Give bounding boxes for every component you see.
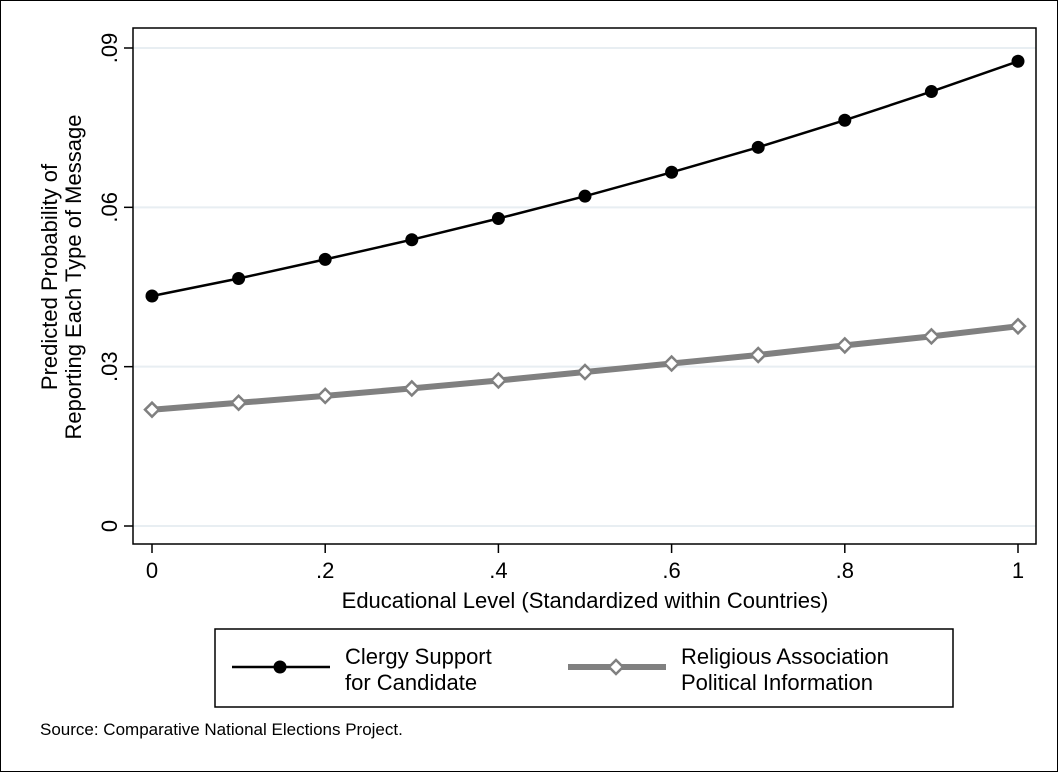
legend-label-clergy-line-2: for Candidate bbox=[345, 670, 477, 695]
source-note: Source: Comparative National Elections P… bbox=[40, 720, 403, 739]
series-1-point-9 bbox=[922, 327, 941, 346]
series-1-point-4 bbox=[489, 371, 508, 390]
x-tick-label-2: .4 bbox=[489, 558, 507, 583]
y-axis-label-line-2: Reporting Each Type of Message bbox=[61, 115, 86, 440]
y-tick-label-1: .03 bbox=[97, 351, 122, 382]
series-0-point-3 bbox=[405, 233, 419, 247]
series-1-point-2 bbox=[316, 387, 334, 405]
series-1-point-3 bbox=[403, 379, 421, 398]
y-axis-label: Predicted Probability of Reporting Each … bbox=[37, 115, 86, 440]
legend-label-clergy-line-1: Clergy Support bbox=[345, 644, 492, 669]
series-1-point-0 bbox=[143, 400, 161, 419]
x-ticks: 0 .2 .4 .6 .8 1 bbox=[146, 544, 1024, 583]
series-0-point-5 bbox=[578, 189, 592, 203]
axes bbox=[132, 27, 1037, 545]
series-1-point-7 bbox=[749, 346, 767, 364]
series-0-point-1 bbox=[232, 272, 246, 286]
x-tick-label-4: .8 bbox=[836, 558, 854, 583]
series-1-point-5 bbox=[576, 363, 594, 381]
series-0-point-9 bbox=[924, 85, 938, 99]
x-tick-label-3: .6 bbox=[662, 558, 680, 583]
x-tick-label-0: 0 bbox=[146, 558, 158, 583]
y-tick-label-2: .06 bbox=[97, 192, 122, 223]
series-1-point-8 bbox=[836, 336, 854, 355]
series-0-point-10 bbox=[1011, 54, 1025, 68]
series-0-point-6 bbox=[665, 165, 679, 179]
legend-label-religious-line-1: Religious Association bbox=[681, 644, 889, 669]
series-0-point-7 bbox=[751, 140, 765, 154]
legend: Clergy Support for Candidate Religious A… bbox=[214, 628, 954, 708]
plot-frame bbox=[132, 27, 1037, 545]
y-tick-label-0: 0 bbox=[97, 520, 122, 532]
series-group bbox=[143, 54, 1027, 419]
legend-swatch-marker-religious bbox=[607, 658, 625, 676]
series-1-point-6 bbox=[662, 354, 681, 373]
x-tick-label-5: 1 bbox=[1012, 558, 1024, 583]
series-0-point-8 bbox=[838, 113, 852, 127]
series-1-point-10 bbox=[1009, 317, 1027, 336]
series-0-point-4 bbox=[491, 211, 505, 225]
y-ticks: 0 .03 .06 .09 bbox=[97, 33, 133, 532]
series-1-point-1 bbox=[229, 394, 248, 412]
legend-swatch-marker-clergy bbox=[273, 660, 287, 674]
series-0-point-2 bbox=[318, 252, 332, 266]
x-axis-label: Educational Level (Standardized within C… bbox=[342, 588, 829, 613]
series-0-point-0 bbox=[145, 289, 159, 303]
legend-label-religious-line-2: Political Information bbox=[681, 670, 873, 695]
y-axis-label-line-1: Predicted Probability of bbox=[37, 163, 62, 390]
x-tick-label-1: .2 bbox=[316, 558, 334, 583]
y-tick-label-3: .09 bbox=[97, 33, 122, 64]
